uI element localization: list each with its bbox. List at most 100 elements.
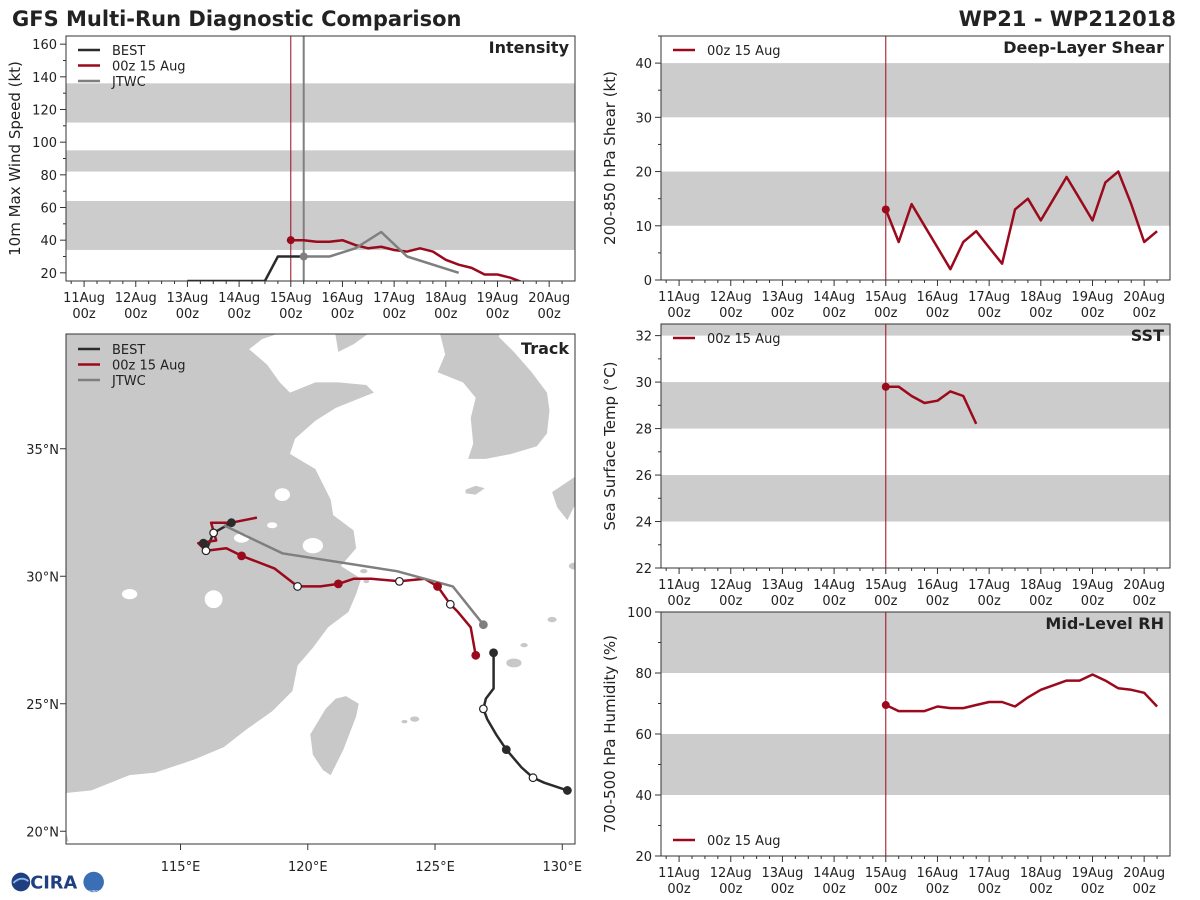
land-lake xyxy=(204,590,223,609)
map-layer xyxy=(66,334,575,842)
series-line-00z-15-aug xyxy=(884,170,1158,271)
threshold-band xyxy=(66,83,575,123)
series-start-marker xyxy=(881,701,890,710)
x-tick-label: 00z xyxy=(1132,306,1156,321)
intensity-panel: 20 40 60 80 100 120 140 160 10m Max Wind Speed (… xyxy=(6,36,575,322)
land-taiwan xyxy=(310,696,359,776)
x-tick-label: 00z xyxy=(176,307,200,322)
x-tick-label: 15Aug xyxy=(865,866,907,881)
x-tick-label: 19Aug xyxy=(1072,290,1114,305)
x-tick-label: 00z xyxy=(874,882,898,897)
x-tick-label: 00z xyxy=(771,594,795,609)
x-tick-label: 00z xyxy=(434,307,458,322)
land-island xyxy=(520,642,528,648)
track-line-00z-15-aug xyxy=(197,516,477,656)
y-axis-label: 700-500 hPa Humidity (%) xyxy=(601,635,619,833)
x-tick-label: 00z xyxy=(771,882,795,897)
legend-label: 00z 15 Aug xyxy=(112,359,186,374)
y-axis-label: Sea Surface Temp (°C) xyxy=(601,361,619,530)
track-marker xyxy=(209,528,219,538)
legend-label: 00z 15 Aug xyxy=(707,834,781,849)
x-tick-label: 00z xyxy=(667,594,691,609)
x-tick-label: 00z xyxy=(1081,882,1105,897)
y-tick-label: 120 xyxy=(32,104,57,119)
land-island xyxy=(506,658,522,668)
track-marker xyxy=(333,579,343,589)
threshold-band xyxy=(661,475,1170,522)
y-tick-label: 20 xyxy=(40,267,57,282)
x-tick-label: 16Aug xyxy=(916,578,958,593)
y-tick-label: 60 xyxy=(635,728,652,743)
y-tick-label: 30 xyxy=(635,376,652,391)
y-tick-label: 10 xyxy=(635,220,652,235)
x-tick-label: 14Aug xyxy=(813,290,855,305)
x-tick-label: 19Aug xyxy=(1072,578,1114,593)
x-tick-label: 20Aug xyxy=(528,291,570,306)
x-tick-label: 00z xyxy=(874,594,898,609)
track-marker xyxy=(471,650,481,660)
y-tick-label: 100 xyxy=(32,136,57,151)
x-tick-label: 18Aug xyxy=(1020,290,1062,305)
y-tick-label: 24 xyxy=(635,516,652,531)
y-tick-label: 40 xyxy=(635,57,652,72)
lat-tick-label: 35°N xyxy=(26,443,59,458)
x-tick-label: 13Aug xyxy=(166,291,208,306)
track-marker xyxy=(478,620,488,630)
track-marker xyxy=(227,518,236,528)
threshold-band xyxy=(661,171,1170,226)
panel-title: SST xyxy=(1131,326,1164,345)
track-marker xyxy=(201,546,211,556)
x-tick-label: 15Aug xyxy=(865,290,907,305)
track-marker xyxy=(199,538,208,548)
legend-label: BEST xyxy=(112,343,145,358)
land-island xyxy=(363,579,370,584)
land-island xyxy=(401,719,408,724)
y-tick-label: 28 xyxy=(635,423,652,438)
x-tick-label: 20Aug xyxy=(1123,578,1165,593)
logo-swirl-icon xyxy=(12,877,29,884)
land-lake xyxy=(274,488,290,502)
y-tick-label: 26 xyxy=(635,469,652,484)
legend-label: BEST xyxy=(112,44,145,59)
y-tick-label: 60 xyxy=(40,202,57,217)
x-tick-label: 16Aug xyxy=(321,291,363,306)
track-panel: 115°E 120°E 125°E 130°E 20°N 25°N 30°N 35°N Trac… xyxy=(26,334,582,875)
lon-tick-label: 120°E xyxy=(288,860,328,875)
x-tick-label: 00z xyxy=(926,594,950,609)
threshold-band xyxy=(661,63,1170,118)
series-start-marker xyxy=(881,382,890,391)
lat-tick-label: 30°N xyxy=(26,570,59,585)
x-tick-label: 00z xyxy=(72,307,96,322)
panel-title: Mid-Level RH xyxy=(1045,614,1164,633)
x-tick-label: 00z xyxy=(822,306,846,321)
series-start-marker xyxy=(881,205,890,214)
panel-title: Deep-Layer Shear xyxy=(1003,38,1164,57)
x-tick-label: 12Aug xyxy=(710,578,752,593)
land-island xyxy=(410,716,420,722)
x-tick-label: 00z xyxy=(719,594,743,609)
x-tick-label: 18Aug xyxy=(1020,578,1062,593)
x-tick-label: 00z xyxy=(926,882,950,897)
rh-frame xyxy=(660,611,1171,857)
x-tick-label: 18Aug xyxy=(1020,866,1062,881)
x-tick-label: 00z xyxy=(822,882,846,897)
x-tick-label: 20Aug xyxy=(1123,866,1165,881)
track-marker xyxy=(489,648,498,658)
x-tick-label: 15Aug xyxy=(865,578,907,593)
track-marker xyxy=(433,582,442,591)
x-tick-label: 17Aug xyxy=(968,290,1010,305)
land-liaodong xyxy=(335,334,368,352)
x-tick-label: 00z xyxy=(1132,594,1156,609)
x-tick-label: 17Aug xyxy=(968,578,1010,593)
series-start-marker xyxy=(299,252,308,261)
threshold-band xyxy=(661,734,1170,795)
x-tick-label: 19Aug xyxy=(1072,866,1114,881)
y-tick-label: 20 xyxy=(635,850,652,865)
track-marker xyxy=(562,786,572,795)
x-tick-label: 13Aug xyxy=(761,578,803,593)
series-start-marker xyxy=(286,236,295,245)
x-tick-label: 00z xyxy=(719,306,743,321)
